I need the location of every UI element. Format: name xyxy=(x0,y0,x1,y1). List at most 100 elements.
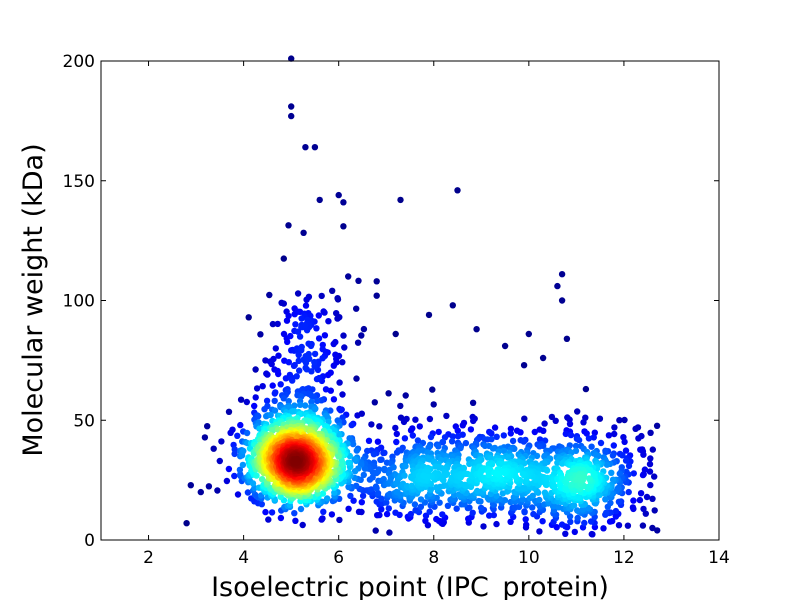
data-point xyxy=(579,506,586,513)
data-point xyxy=(467,426,475,433)
data-point xyxy=(443,412,450,420)
data-point xyxy=(520,362,528,369)
data-point xyxy=(285,359,292,366)
data-point xyxy=(616,470,623,477)
data-point xyxy=(340,223,347,230)
data-point xyxy=(374,438,382,445)
data-point xyxy=(345,483,352,491)
data-point xyxy=(275,370,282,378)
data-point xyxy=(392,330,399,338)
data-point xyxy=(335,191,342,199)
data-point xyxy=(332,351,339,358)
data-point xyxy=(624,522,632,529)
data-point xyxy=(470,417,477,425)
data-point xyxy=(337,407,344,414)
data-point xyxy=(571,528,578,536)
data-point xyxy=(370,451,378,458)
data-point xyxy=(615,498,623,505)
data-point xyxy=(187,482,194,489)
data-point xyxy=(615,522,623,529)
data-point xyxy=(595,491,602,499)
data-point xyxy=(361,465,369,472)
data-point xyxy=(647,429,654,436)
data-point xyxy=(237,421,244,429)
data-point xyxy=(197,488,204,496)
data-point xyxy=(462,481,469,489)
data-point xyxy=(340,199,347,206)
data-point xyxy=(392,424,399,432)
data-point xyxy=(651,507,658,514)
data-point xyxy=(454,427,461,434)
data-point xyxy=(392,509,399,516)
data-point xyxy=(397,196,404,204)
data-point xyxy=(325,318,332,325)
data-point xyxy=(489,445,497,452)
x-tick-label: 8 xyxy=(428,548,439,568)
data-point xyxy=(585,435,593,442)
data-point xyxy=(201,434,209,441)
data-point xyxy=(488,430,495,437)
data-point xyxy=(294,290,302,297)
data-point xyxy=(274,320,281,328)
data-point xyxy=(297,505,305,513)
data-point xyxy=(426,508,433,515)
data-point xyxy=(334,315,341,322)
x-tick-label: 2 xyxy=(143,548,154,568)
data-point xyxy=(583,430,590,437)
data-point xyxy=(183,520,190,527)
data-point xyxy=(636,496,644,504)
data-point xyxy=(654,527,661,534)
data-point xyxy=(629,504,637,511)
data-point xyxy=(541,453,548,460)
data-point xyxy=(289,377,296,384)
data-point xyxy=(607,499,614,507)
data-point xyxy=(237,396,245,403)
data-point xyxy=(514,485,521,492)
data-point xyxy=(302,364,309,372)
data-point xyxy=(574,507,581,514)
data-point xyxy=(315,335,323,342)
data-point xyxy=(285,398,292,405)
data-point xyxy=(570,502,578,509)
data-point xyxy=(417,503,425,510)
y-tick-label: 100 xyxy=(63,292,95,312)
data-point xyxy=(582,385,590,393)
data-point xyxy=(302,144,309,151)
data-point xyxy=(625,462,633,470)
data-point xyxy=(319,515,326,522)
data-point xyxy=(651,473,658,480)
data-point xyxy=(231,450,238,458)
data-point xyxy=(435,443,442,450)
data-point xyxy=(353,375,360,382)
y-tick-label: 150 xyxy=(63,172,95,192)
data-point xyxy=(436,499,443,506)
x-tick-label: 12 xyxy=(613,548,635,568)
data-point xyxy=(386,529,393,536)
data-point xyxy=(435,428,442,436)
data-point xyxy=(354,339,362,346)
data-point xyxy=(474,487,481,495)
data-points xyxy=(183,55,661,538)
data-point xyxy=(590,434,597,441)
data-point xyxy=(372,483,380,490)
data-point xyxy=(541,420,548,427)
data-point xyxy=(341,344,348,351)
data-point xyxy=(351,468,359,475)
data-point xyxy=(449,302,456,309)
data-point xyxy=(575,436,583,444)
data-point xyxy=(253,385,261,392)
data-point xyxy=(588,530,595,538)
data-point xyxy=(501,342,509,350)
data-point xyxy=(385,505,392,512)
data-point xyxy=(231,472,238,480)
data-point xyxy=(320,308,327,315)
data-point xyxy=(590,471,597,479)
data-point xyxy=(581,519,588,527)
data-point xyxy=(264,371,271,378)
data-point xyxy=(249,480,257,487)
data-point xyxy=(519,484,526,492)
data-point xyxy=(285,312,292,320)
data-point xyxy=(327,387,334,394)
data-point xyxy=(349,440,357,448)
data-point xyxy=(529,504,536,511)
